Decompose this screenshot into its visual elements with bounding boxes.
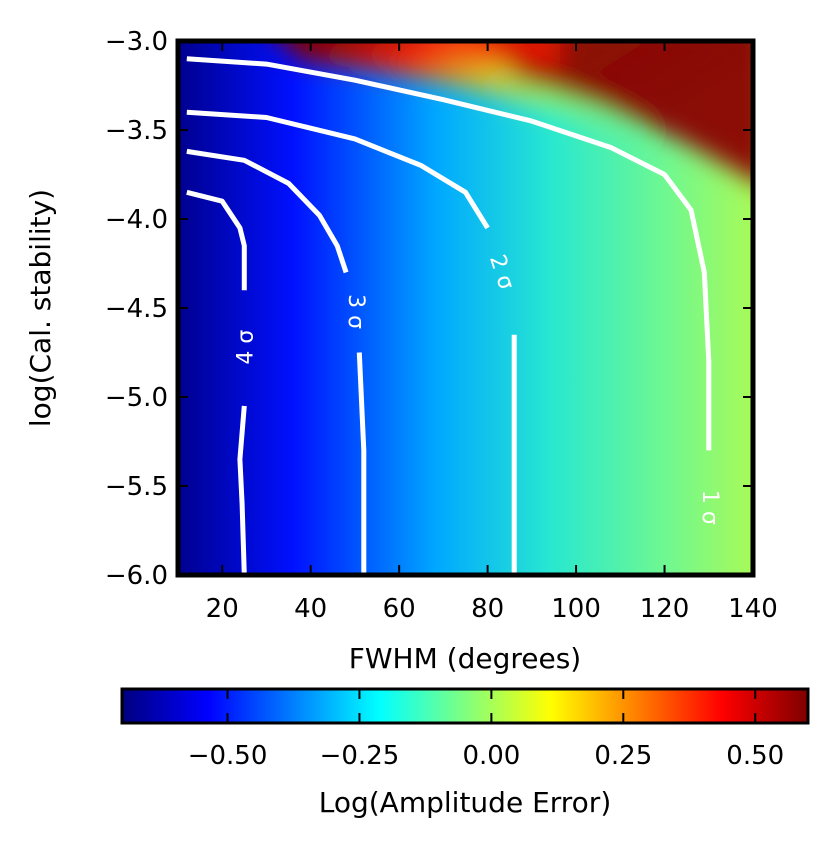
y-tick-label: −5.0 <box>105 383 168 413</box>
y-tick-label: −4.5 <box>105 294 168 324</box>
heatmap-hot-region <box>281 41 753 217</box>
colorbar: −0.50 −0.25 0.00 0.25 0.50 Log(Amplitude Err… <box>120 687 810 819</box>
colorbar-tick-label: 0.25 <box>594 741 652 771</box>
x-tick-label: 140 <box>728 594 778 624</box>
colorbar-ticks: −0.50 −0.25 0.00 0.25 0.50 <box>188 689 784 771</box>
y-tick-label: −6.0 <box>105 561 168 591</box>
colorbar-fill <box>122 689 808 723</box>
x-tick-label: 60 <box>383 594 416 624</box>
contour-label: 3 σ <box>343 294 368 329</box>
contour-line <box>186 109 490 230</box>
x-tick-label: 120 <box>640 594 690 624</box>
y-tick-label: −5.5 <box>105 472 168 502</box>
y-tick-label: −3.5 <box>105 116 168 146</box>
colorbar-frame <box>120 687 810 725</box>
colorbar-title: Log(Amplitude Error) <box>319 786 612 819</box>
x-axis-title: FWHM (degrees) <box>349 642 581 675</box>
x-axis: 20 40 60 80 100 120 140 <box>206 41 778 624</box>
contour-line <box>186 148 349 274</box>
y-axis-title: log(Cal. stability) <box>24 189 57 427</box>
colorbar-tick-label: 0.50 <box>726 741 784 771</box>
contour-labels: 4 σ3 σ2 σ1 σ <box>234 252 722 525</box>
contour-line <box>186 189 247 291</box>
plot-area: 4 σ3 σ2 σ1 σ <box>178 41 753 575</box>
contour-line <box>356 352 367 575</box>
contour-line <box>237 405 247 575</box>
contour-lines <box>186 56 712 575</box>
x-tick-label: 80 <box>471 594 504 624</box>
y-axis: −3.0 −3.5 −4.0 −4.5 −5.0 −5.5 −6.0 <box>105 27 753 591</box>
contour-label: 1 σ <box>697 490 722 525</box>
x-tick-label: 100 <box>551 594 601 624</box>
contour-line <box>186 56 712 451</box>
contour-label: 4 σ <box>234 330 259 365</box>
colorbar-tick-label: −0.25 <box>320 741 400 771</box>
x-tick-label: 20 <box>206 594 239 624</box>
y-tick-label: −3.0 <box>105 27 168 57</box>
x-tick-label: 40 <box>294 594 327 624</box>
colorbar-tick-label: −0.50 <box>188 741 268 771</box>
y-tick-label: −4.0 <box>105 205 168 235</box>
colorbar-tick-label: 0.00 <box>462 741 520 771</box>
